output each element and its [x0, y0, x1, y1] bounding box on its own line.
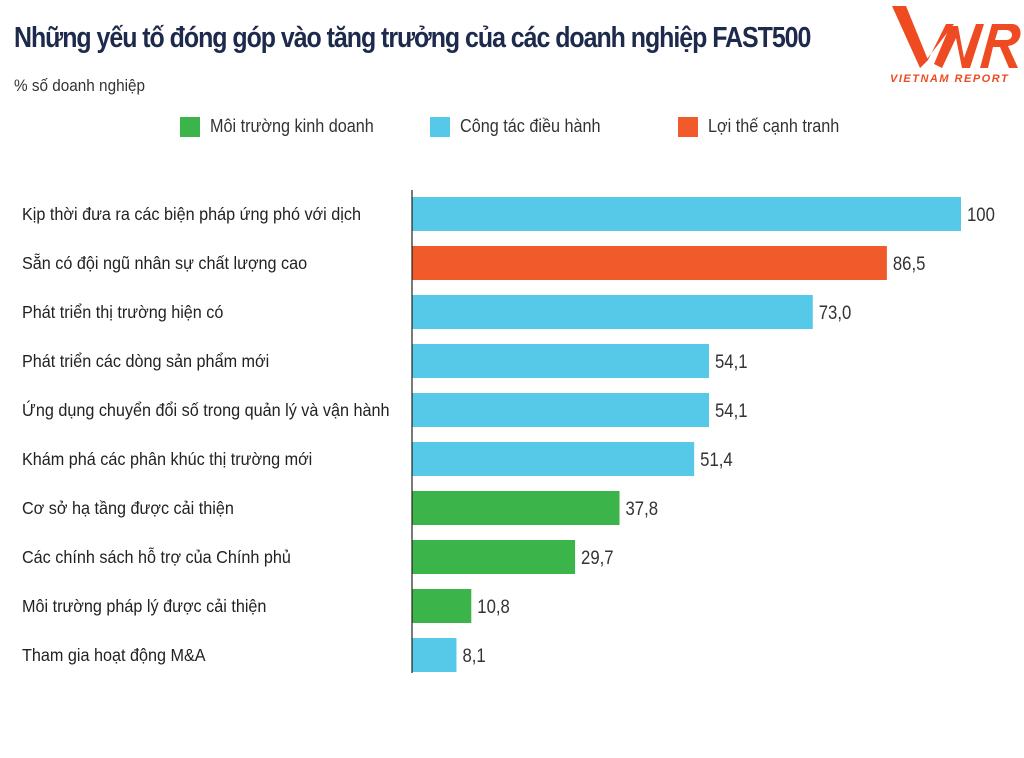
bar — [412, 589, 472, 623]
value-label: 100 — [967, 204, 995, 225]
category-label: Kịp thời đưa ra các biện pháp ứng phó vớ… — [22, 204, 361, 224]
legend-swatch-orange — [678, 116, 698, 137]
category-label: Các chính sách hỗ trợ của Chính phủ — [22, 547, 291, 567]
category-label: Phát triển các dòng sản phẩm mới — [22, 351, 269, 371]
bar — [412, 442, 695, 476]
category-label: Tham gia hoạt động M&A — [22, 645, 206, 665]
value-label: 54,1 — [715, 351, 748, 372]
legend-item-business-environment: Môi trường kinh doanh — [180, 116, 430, 137]
bar — [412, 295, 813, 329]
category-label: Khám phá các phân khúc thị trường mới — [22, 449, 312, 469]
category-label: Cơ sở hạ tầng được cải thiện — [22, 498, 234, 518]
value-label: 37,8 — [626, 498, 659, 519]
legend-label: Công tác điều hành — [460, 116, 601, 136]
chart-subtitle: % số doanh nghiệp — [14, 76, 146, 95]
legend-label: Lợi thế cạnh tranh — [708, 116, 840, 136]
svg-text:VIETNAM REPORT: VIETNAM REPORT — [890, 73, 1009, 85]
chart-title: Những yếu tố đóng góp vào tăng trưởng củ… — [14, 22, 811, 54]
value-label: 8,1 — [462, 645, 485, 666]
legend-label: Môi trường kinh doanh — [210, 116, 374, 136]
value-label: 54,1 — [715, 400, 748, 421]
bar — [412, 197, 961, 231]
legend-swatch-green — [180, 116, 200, 137]
bar — [412, 491, 620, 525]
value-label: 10,8 — [477, 596, 510, 617]
bar — [412, 344, 710, 378]
value-label: 51,4 — [700, 449, 733, 470]
value-label: 73,0 — [819, 302, 852, 323]
legend-swatch-blue — [430, 116, 450, 137]
category-label: Phát triển thị trường hiện có — [22, 302, 223, 322]
bar — [412, 638, 457, 672]
bar — [412, 540, 576, 574]
legend-item-competitive-advantage: Lợi thế cạnh tranh — [678, 116, 854, 137]
category-label: Môi trường pháp lý được cải thiện — [22, 596, 266, 616]
legend-item-management: Công tác điều hành — [430, 116, 678, 137]
value-label: 86,5 — [893, 253, 926, 274]
value-label: 29,7 — [581, 547, 614, 568]
category-label: Ứng dụng chuyển đổi số trong quản lý và … — [22, 400, 389, 420]
vietnam-report-logo: VIETNAM REPORT — [884, 2, 1024, 86]
chart-legend: Môi trường kinh doanh Công tác điều hành… — [180, 116, 854, 137]
category-label: Sẵn có đội ngũ nhân sự chất lượng cao — [22, 253, 307, 273]
bar — [412, 393, 710, 427]
bar — [412, 246, 887, 280]
